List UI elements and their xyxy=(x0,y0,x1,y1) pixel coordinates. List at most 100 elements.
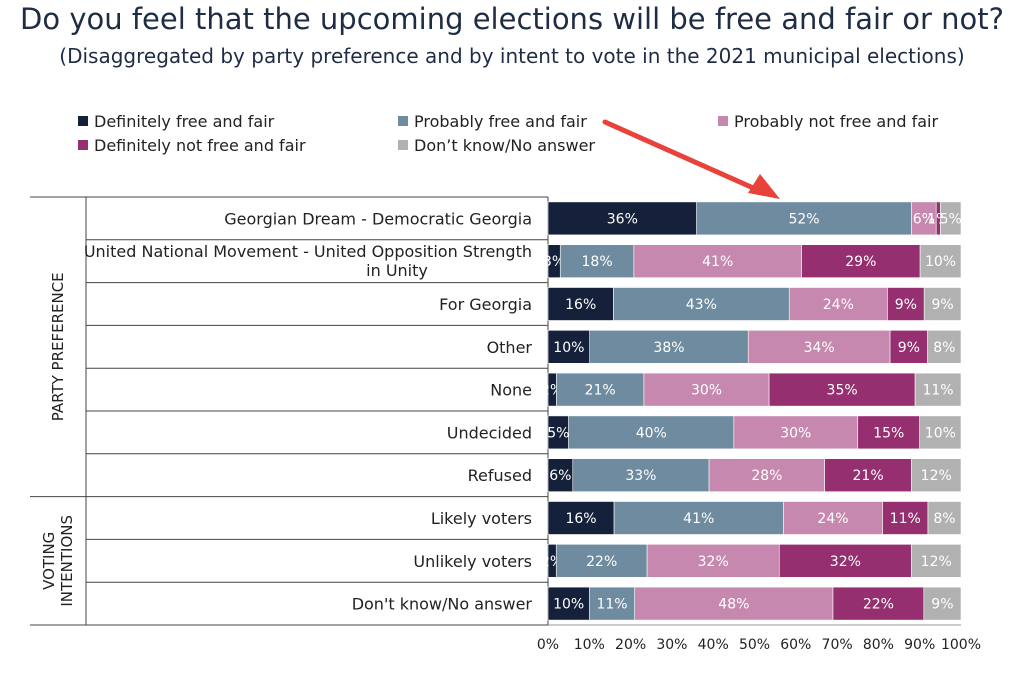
data-label-probably-free: 22% xyxy=(586,554,617,570)
x-tick-label: 40% xyxy=(698,637,729,653)
bar-probably-free xyxy=(589,329,749,364)
data-label-definitely-not: 22% xyxy=(863,597,894,613)
category-label: Don't know/No answer xyxy=(352,595,533,614)
category-label-line1: United National Movement - United Opposi… xyxy=(84,242,532,261)
bar-definitely-not xyxy=(768,372,916,407)
group-label-1: VOTING xyxy=(40,532,58,590)
bar-probably-not xyxy=(633,244,802,278)
legend-swatch xyxy=(78,115,88,126)
data-label-definitely-not: 9% xyxy=(895,297,917,313)
bar-definitely-free xyxy=(547,501,615,535)
x-tick-label: 60% xyxy=(780,637,811,653)
data-label-probably-free: 52% xyxy=(788,211,819,227)
data-label-definitely-free: 3% xyxy=(543,254,565,270)
category-label: Refused xyxy=(468,466,532,485)
data-label-definitely-not: 15% xyxy=(873,425,904,441)
bar-probably-not xyxy=(646,543,780,578)
data-label-definitely-not: 35% xyxy=(827,383,858,399)
data-label-dont-know: 10% xyxy=(925,254,956,270)
data-label-dont-know: 8% xyxy=(933,511,955,527)
legend-item-definitely-not: Definitely not free and fair xyxy=(78,136,306,155)
data-label-definitely-not: 9% xyxy=(898,340,920,356)
legend-swatch xyxy=(398,115,408,126)
data-label-definitely-not: 32% xyxy=(830,554,861,570)
data-label-probably-not: 41% xyxy=(702,254,733,270)
bar-dont-know xyxy=(919,415,962,450)
chart-title: Do you feel that the upcoming elections … xyxy=(20,2,1004,36)
legend-swatch xyxy=(398,139,408,150)
data-label-probably-free: 33% xyxy=(625,468,656,484)
data-label-probably-not: 34% xyxy=(804,340,835,356)
data-label-definitely-free: 36% xyxy=(607,211,638,227)
data-label-probably-free: 11% xyxy=(596,597,627,613)
x-tick-label: 90% xyxy=(904,637,935,653)
data-label-probably-not: 24% xyxy=(817,511,848,527)
data-label-dont-know: 9% xyxy=(931,597,953,613)
x-tick-label: 70% xyxy=(822,637,853,653)
bar-dont-know xyxy=(927,329,962,364)
bar-definitely-free xyxy=(547,586,590,621)
bar-dont-know xyxy=(914,372,962,407)
bar-probably-not xyxy=(634,586,834,621)
data-label-dont-know: 11% xyxy=(922,383,953,399)
bar-definitely-not xyxy=(832,586,925,621)
data-label-definitely-not: 29% xyxy=(845,254,876,270)
bar-dont-know xyxy=(911,458,962,493)
legend-label: Don’t know/No answer xyxy=(414,136,595,155)
bar-probably-not xyxy=(911,201,937,236)
group-label-0: PARTY PREFERENCE xyxy=(49,272,67,421)
data-label-definitely-free: 6% xyxy=(549,468,571,484)
group-label-1: INTENTIONS xyxy=(58,515,76,607)
x-tick-label: 30% xyxy=(656,637,687,653)
data-label-probably-not: 28% xyxy=(751,468,782,484)
category-label: For Georgia xyxy=(439,295,532,314)
legend-swatch xyxy=(78,139,88,150)
bar-dont-know xyxy=(927,501,962,535)
bar-dont-know xyxy=(923,586,962,621)
category-label: Likely voters xyxy=(431,509,532,528)
legend-item-probably-not: Probably not free and fair xyxy=(718,112,938,131)
data-label-dont-know: 9% xyxy=(931,297,953,313)
bar-probably-not xyxy=(783,501,883,535)
data-label-probably-free: 40% xyxy=(636,425,667,441)
legend-label: Definitely free and fair xyxy=(94,112,275,131)
data-label-definitely-free: 5% xyxy=(547,425,569,441)
bar-probably-free xyxy=(555,543,648,578)
bar-probably-not xyxy=(747,329,891,364)
legend-item-probably-free: Probably free and fair xyxy=(398,112,587,131)
legend-label: Definitely not free and fair xyxy=(94,136,306,155)
data-label-probably-free: 41% xyxy=(683,511,714,527)
bar-definitely-not xyxy=(882,501,929,535)
annotation-arrow-shaft xyxy=(602,119,763,194)
bar-definitely-free xyxy=(547,458,574,493)
bar-probably-not xyxy=(643,372,770,407)
bar-definitely-free xyxy=(547,287,614,321)
bar-probably-free xyxy=(588,586,636,621)
x-tick-label: 10% xyxy=(574,637,605,653)
x-tick-label: 20% xyxy=(615,637,646,653)
category-label-line2: in Unity xyxy=(366,261,428,280)
bar-definitely-not xyxy=(801,244,921,278)
legend-label: Probably free and fair xyxy=(414,112,587,131)
data-label-definitely-not: 11% xyxy=(890,511,921,527)
bar-dont-know xyxy=(940,201,962,236)
x-tick-label: 100% xyxy=(941,637,981,653)
bar-probably-not xyxy=(788,287,888,321)
category-label: None xyxy=(490,381,532,400)
bar-dont-know xyxy=(911,543,962,578)
data-label-probably-free: 43% xyxy=(686,297,717,313)
data-label-probably-free: 18% xyxy=(582,254,613,270)
legend-item-definitely-free: Definitely free and fair xyxy=(78,112,274,131)
annotation-arrow-head-icon xyxy=(748,174,780,199)
data-label-definitely-free: 10% xyxy=(553,340,584,356)
data-label-probably-free: 21% xyxy=(585,383,616,399)
bar-definitely-not xyxy=(889,329,928,364)
data-label-probably-not: 32% xyxy=(698,554,729,570)
data-label-probably-not: 30% xyxy=(691,383,722,399)
x-tick-label: 0% xyxy=(537,637,559,653)
bar-definitely-not xyxy=(887,287,925,321)
data-label-dont-know: 12% xyxy=(921,554,952,570)
data-label-probably-not: 30% xyxy=(780,425,811,441)
data-label-probably-not: 6% xyxy=(913,211,935,227)
x-tick-label: 80% xyxy=(863,637,894,653)
